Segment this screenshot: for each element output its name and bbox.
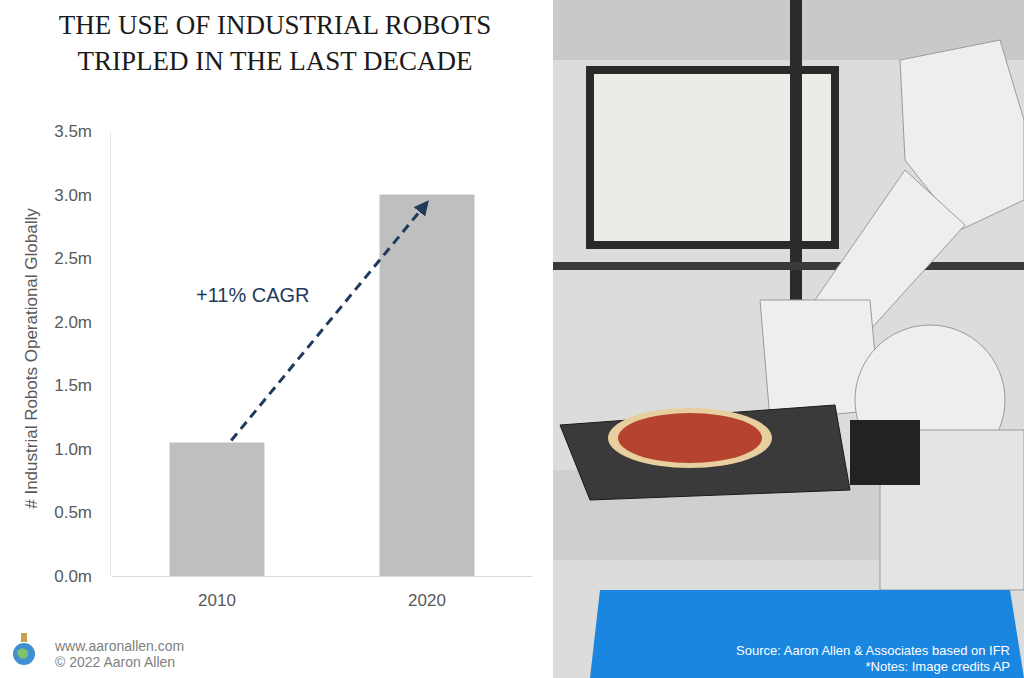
- y-tick: 1.0m: [54, 440, 110, 459]
- photo-background: [553, 0, 1024, 678]
- blue-board: [590, 590, 1024, 678]
- footer-text: © 2022 Aaron Allen: [55, 654, 175, 670]
- cagr-arrow: [231, 203, 427, 441]
- x-axis-line: [113, 576, 533, 577]
- y-axis: 0.0m 0.5m 1.0m 1.5m 2.0m 2.5m 3.0m 3.5m: [54, 122, 110, 586]
- y-tick-label: 2.0m: [54, 313, 92, 332]
- y-axis-title: # Industrial Robots Operational Globally: [22, 208, 41, 509]
- x-tick: 2020: [408, 576, 446, 610]
- pizza-topping: [618, 413, 762, 463]
- logo-figure: [21, 633, 27, 642]
- x-axis: 2010 2020: [113, 576, 533, 610]
- notes-text: *Notes: Image credits AP: [865, 659, 1010, 674]
- y-tick-label: 0.5m: [54, 503, 92, 522]
- pizza-crust: [608, 408, 772, 468]
- y-tick: 0.5m: [54, 503, 110, 522]
- x-tick-label: 2020: [408, 591, 446, 610]
- y-tick: 3.0m: [54, 186, 110, 205]
- y-tick-label: 1.5m: [54, 376, 92, 395]
- footer-text: www.aaronallen.com: [54, 638, 184, 654]
- y-axis-line: [110, 132, 111, 577]
- robot-gripper: [850, 420, 920, 485]
- logo-globe: [13, 643, 35, 665]
- photo-panel: [553, 0, 1024, 678]
- title-line: THE USE OF INDUSTRIAL ROBOTS: [59, 10, 492, 40]
- annotation: +11% CAGR: [196, 284, 310, 306]
- y-tick-label: 0.0m: [54, 567, 92, 586]
- bar: [170, 443, 265, 577]
- y-tick: 3.5m: [54, 122, 110, 141]
- chart-svg: THE USE OF INDUSTRIAL ROBOTS TRIPLED IN T…: [0, 0, 1024, 678]
- y-tick-label: 3.5m: [54, 122, 92, 141]
- y-tick: 0.0m: [54, 567, 110, 586]
- logo-land: [17, 648, 28, 658]
- y-tick-label: 2.5m: [54, 249, 92, 268]
- y-tick: 2.5m: [54, 249, 110, 268]
- photo-frame-rail: [553, 262, 1024, 270]
- x-tick: 2010: [198, 576, 236, 610]
- y-tick-label: 3.0m: [54, 186, 92, 205]
- bars: [170, 195, 475, 576]
- y-tick: 2.0m: [54, 313, 110, 332]
- x-tick-label: 2010: [198, 591, 236, 610]
- pizza-tray: [560, 405, 850, 500]
- title: THE USE OF INDUSTRIAL ROBOTS TRIPLED IN T…: [59, 10, 492, 76]
- source-text: Source: Aaron Allen & Associates based o…: [736, 643, 1010, 658]
- bar: [380, 195, 475, 576]
- footer-logo: [13, 633, 35, 665]
- title-line: TRIPLED IN THE LAST DECADE: [78, 46, 473, 76]
- y-tick-label: 1.0m: [54, 440, 92, 459]
- y-tick: 1.5m: [54, 376, 110, 395]
